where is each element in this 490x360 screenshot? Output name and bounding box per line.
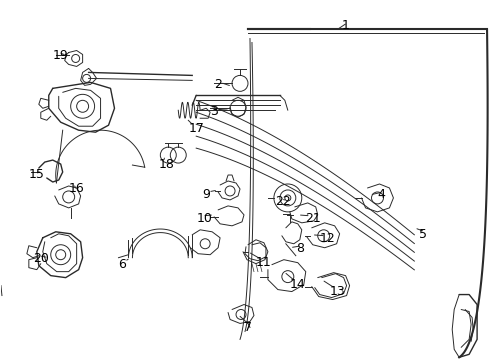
Text: 5: 5: [419, 228, 427, 241]
Text: 20: 20: [33, 252, 49, 265]
Text: 18: 18: [158, 158, 174, 171]
Text: 9: 9: [202, 188, 210, 201]
Text: 7: 7: [244, 321, 252, 334]
Text: 15: 15: [29, 168, 45, 181]
Text: 1: 1: [342, 19, 349, 32]
Text: 17: 17: [188, 122, 204, 135]
Text: 12: 12: [319, 232, 336, 245]
Text: 13: 13: [330, 285, 345, 298]
Text: 4: 4: [377, 188, 385, 201]
Text: 16: 16: [69, 182, 84, 195]
Text: 11: 11: [256, 256, 272, 269]
Text: 8: 8: [296, 242, 304, 255]
Text: 19: 19: [53, 49, 69, 62]
Text: 10: 10: [196, 212, 212, 225]
Text: 3: 3: [210, 105, 218, 118]
Text: 6: 6: [119, 258, 126, 271]
Text: 21: 21: [305, 212, 320, 225]
Text: 22: 22: [275, 195, 291, 208]
Text: 2: 2: [214, 78, 222, 91]
Text: 14: 14: [290, 278, 306, 291]
